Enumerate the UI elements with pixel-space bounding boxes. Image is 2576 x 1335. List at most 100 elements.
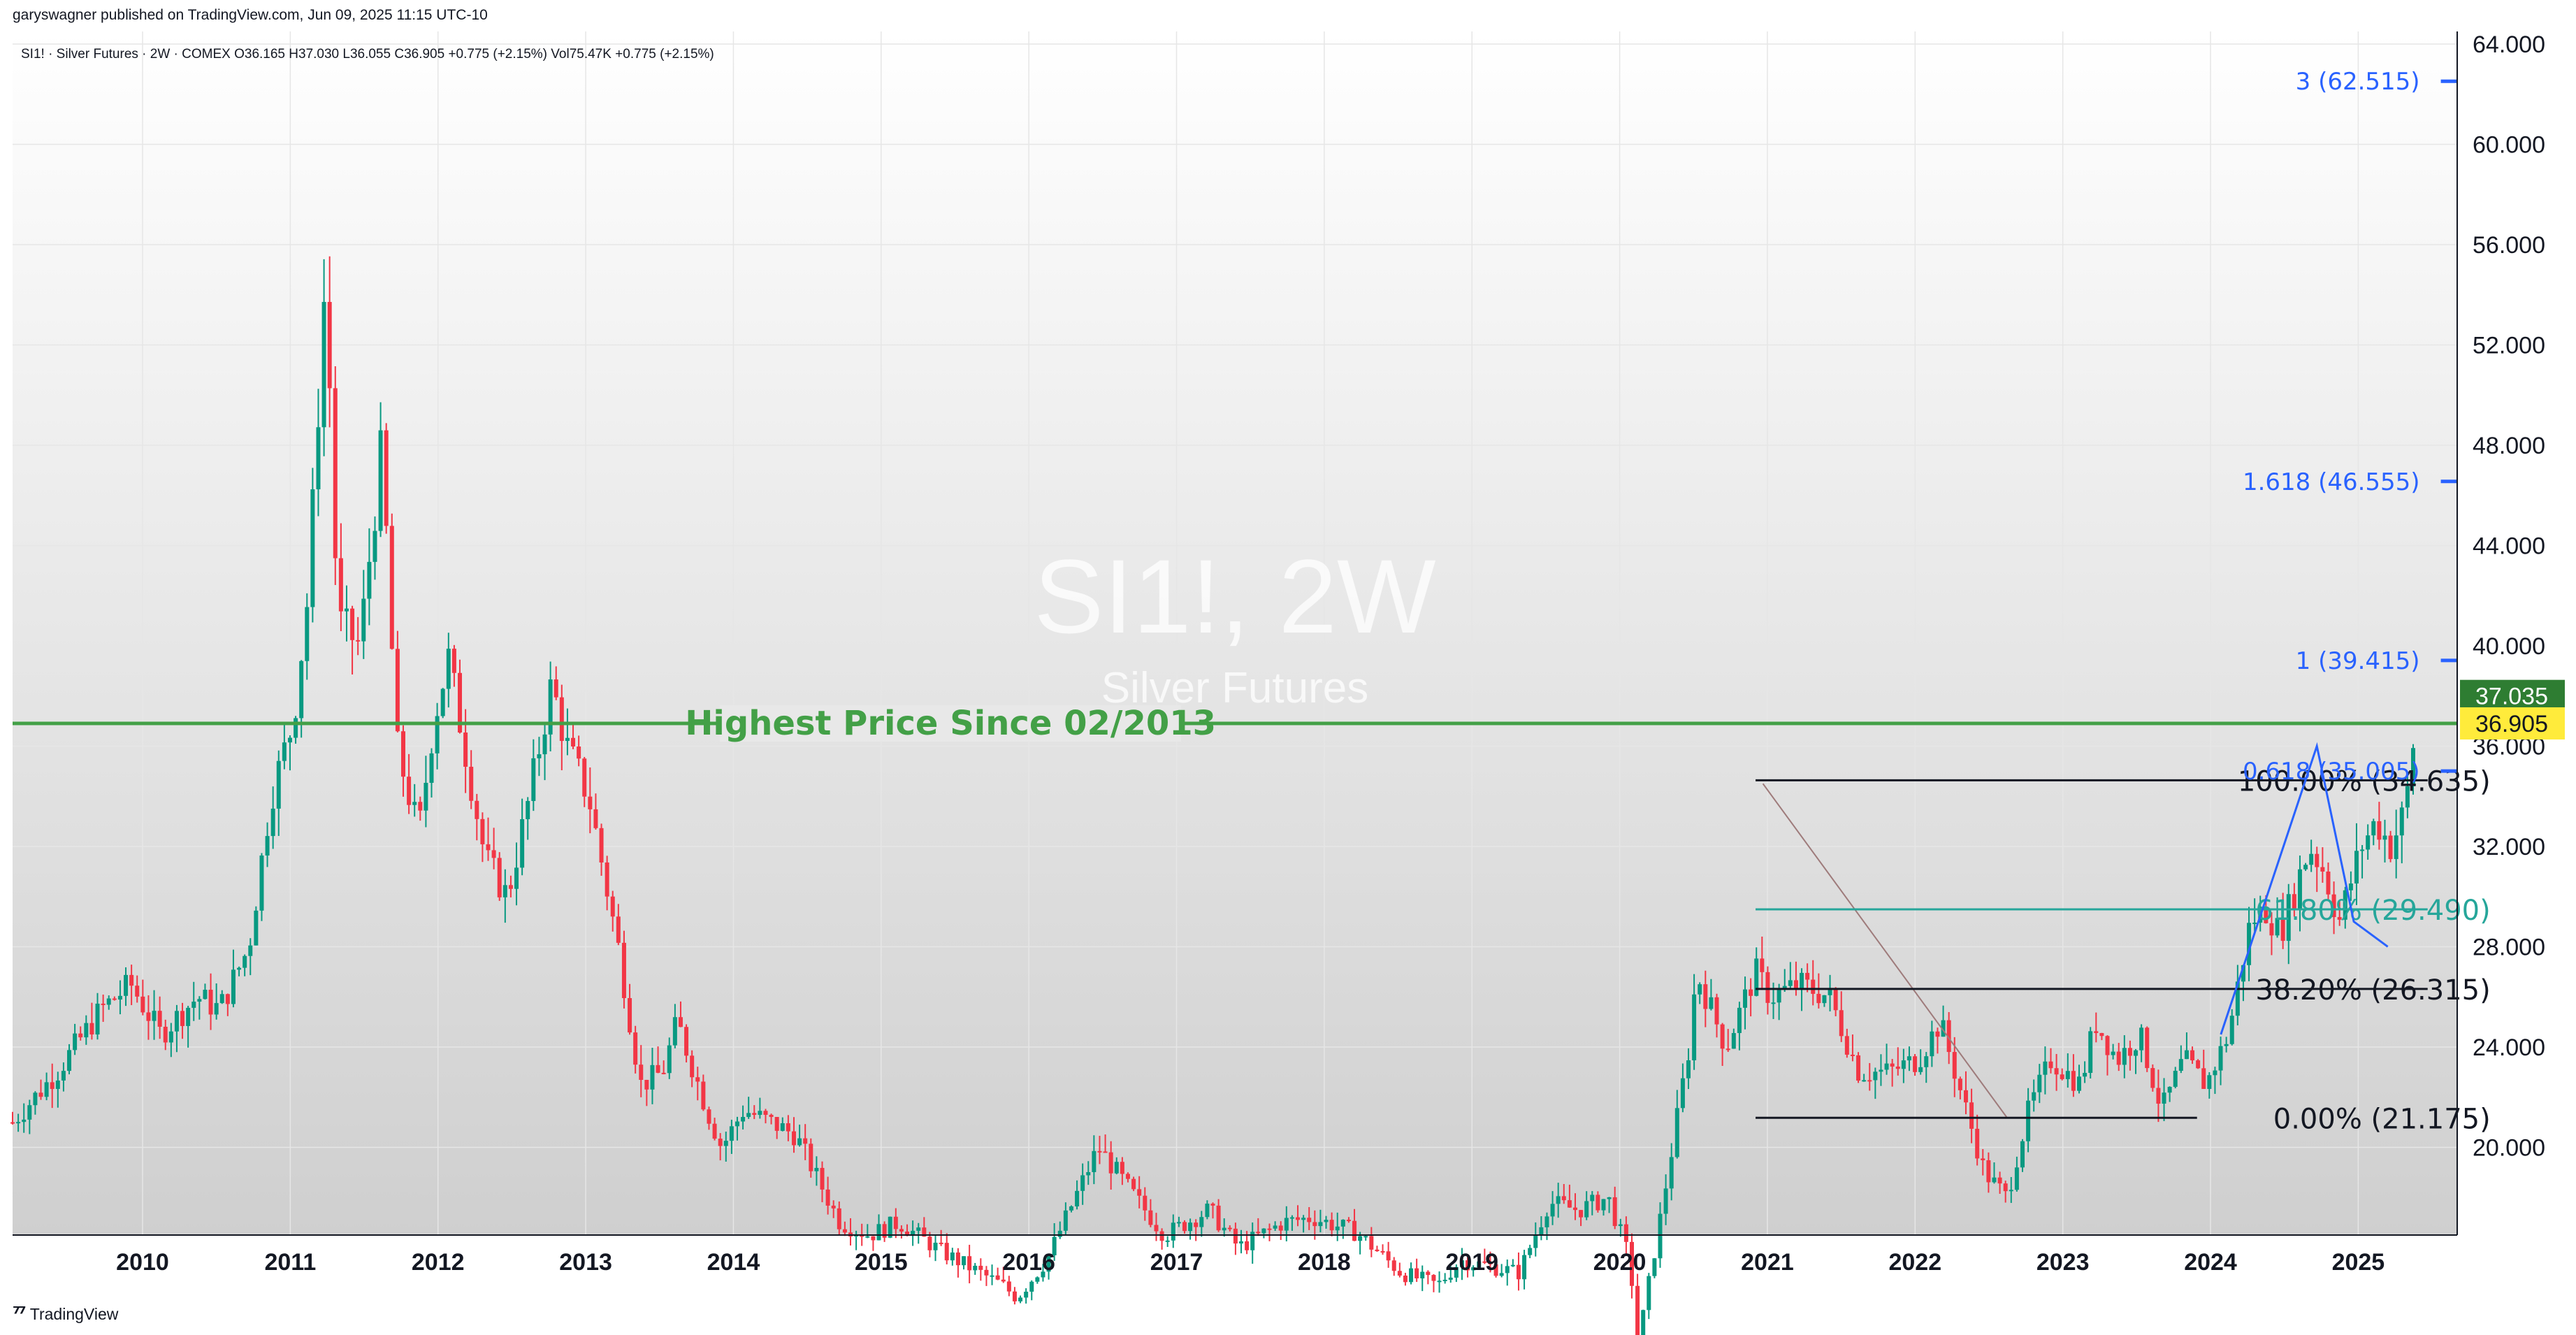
candle-body (1403, 1275, 1408, 1283)
candle-body (1052, 1236, 1057, 1255)
candle-body (1963, 1090, 1968, 1103)
candle-body (1930, 1031, 1934, 1057)
candle-body (1884, 1063, 1889, 1070)
candle-body (1935, 1031, 1940, 1037)
candle-body (407, 777, 412, 805)
candle-body (888, 1216, 892, 1238)
candle-body (78, 1033, 83, 1038)
candle-body (610, 896, 615, 917)
candle-body (2116, 1051, 2121, 1065)
candle-body (1414, 1268, 1419, 1278)
candle-body (786, 1123, 790, 1132)
candle-body (593, 809, 598, 828)
candle-body (1041, 1271, 1045, 1278)
candle-body (446, 649, 451, 689)
candle-body (1969, 1102, 1974, 1129)
candle-body (1278, 1225, 1283, 1231)
candle-body (1924, 1056, 1929, 1067)
y-tick-label: 64.000 (2473, 31, 2545, 58)
candle-body (526, 801, 530, 820)
candle-body (2405, 786, 2410, 808)
candle-body (962, 1256, 967, 1266)
highest-price-label-bg (720, 705, 1182, 742)
watermark-name: Silver Futures (1101, 664, 1368, 712)
candle-body (871, 1236, 876, 1241)
candle-body (531, 758, 536, 802)
x-tick-label: 2024 (2184, 1249, 2237, 1276)
high-price-badge (2460, 679, 2565, 712)
candle-body (2247, 923, 2252, 965)
candle-body (1086, 1171, 1091, 1176)
candle-body (61, 1071, 66, 1081)
candle-body (2337, 917, 2342, 920)
candle-body (2156, 1088, 2161, 1104)
candle-body (1913, 1056, 1918, 1072)
candle-body (820, 1167, 825, 1190)
candle-body (2139, 1027, 2144, 1051)
candle-body (1680, 1078, 1685, 1109)
candle-body (1035, 1277, 1040, 1282)
candle-body (1245, 1241, 1250, 1250)
candle-body (2150, 1068, 2155, 1088)
candle-body (1346, 1220, 1351, 1222)
candle-body (157, 1011, 162, 1027)
candle-body (1867, 1080, 1872, 1082)
candle-body (1556, 1196, 1561, 1204)
candle-body (1505, 1266, 1510, 1273)
candle-body (2083, 1072, 2087, 1077)
candle-body (2020, 1141, 2025, 1168)
candle-body (10, 1122, 15, 1124)
candle-body (508, 885, 513, 889)
x-tick-label: 2014 (707, 1249, 760, 1276)
candle-body (2099, 1032, 2104, 1037)
tradingview-footer[interactable]: ⁷⁷ TradingView (13, 1304, 118, 1325)
candle-body (1176, 1222, 1181, 1224)
x-tick-label: 2021 (1741, 1249, 1794, 1276)
candle-body (1442, 1279, 1447, 1281)
candle-body (1171, 1222, 1175, 1241)
candle-body (882, 1224, 887, 1238)
candle-body (1437, 1280, 1442, 1283)
candle-body (1844, 1036, 1849, 1055)
candle-body (1528, 1248, 1533, 1255)
candle-body (628, 997, 632, 1033)
x-tick-label: 2013 (559, 1249, 612, 1276)
trend-line (1762, 783, 2008, 1118)
candle-body (254, 910, 259, 946)
candle-body (2207, 1075, 2212, 1089)
candle-body (2134, 1050, 2139, 1056)
candle-body (2054, 1068, 2059, 1075)
candle-body (1001, 1279, 1006, 1282)
candle-body (1992, 1177, 1997, 1183)
candle-body (2043, 1061, 2048, 1075)
candle-body (1466, 1260, 1470, 1271)
candle-body (2275, 918, 2280, 936)
candle-body (1641, 1310, 1646, 1335)
x-tick-label: 2011 (264, 1249, 316, 1276)
x-tick-label: 2018 (1298, 1249, 1351, 1276)
candle-body (741, 1117, 746, 1122)
candles (10, 256, 2415, 1335)
candle-body (1584, 1201, 1589, 1218)
candle-body (259, 855, 264, 911)
candle-body (2286, 894, 2291, 941)
candle-body (2009, 1190, 2013, 1192)
candle-body (1879, 1069, 1883, 1072)
candle-body (225, 994, 230, 1004)
candle-body (2048, 1061, 2053, 1069)
candle-body (1493, 1264, 1498, 1276)
candle-body (758, 1111, 762, 1116)
candle-body (876, 1224, 881, 1241)
highest-price-label: Highest Price Since 02/2013 (685, 704, 1216, 743)
candle-body (2280, 918, 2285, 941)
candle-body (1154, 1225, 1159, 1232)
candle-body (356, 640, 361, 642)
candle-body (1284, 1218, 1289, 1231)
candle-body (219, 994, 224, 1004)
candle-body (791, 1131, 796, 1146)
candle-body (424, 783, 428, 811)
candle-body (752, 1113, 757, 1116)
candle-body (1544, 1216, 1549, 1227)
candle-body (1674, 1108, 1679, 1157)
